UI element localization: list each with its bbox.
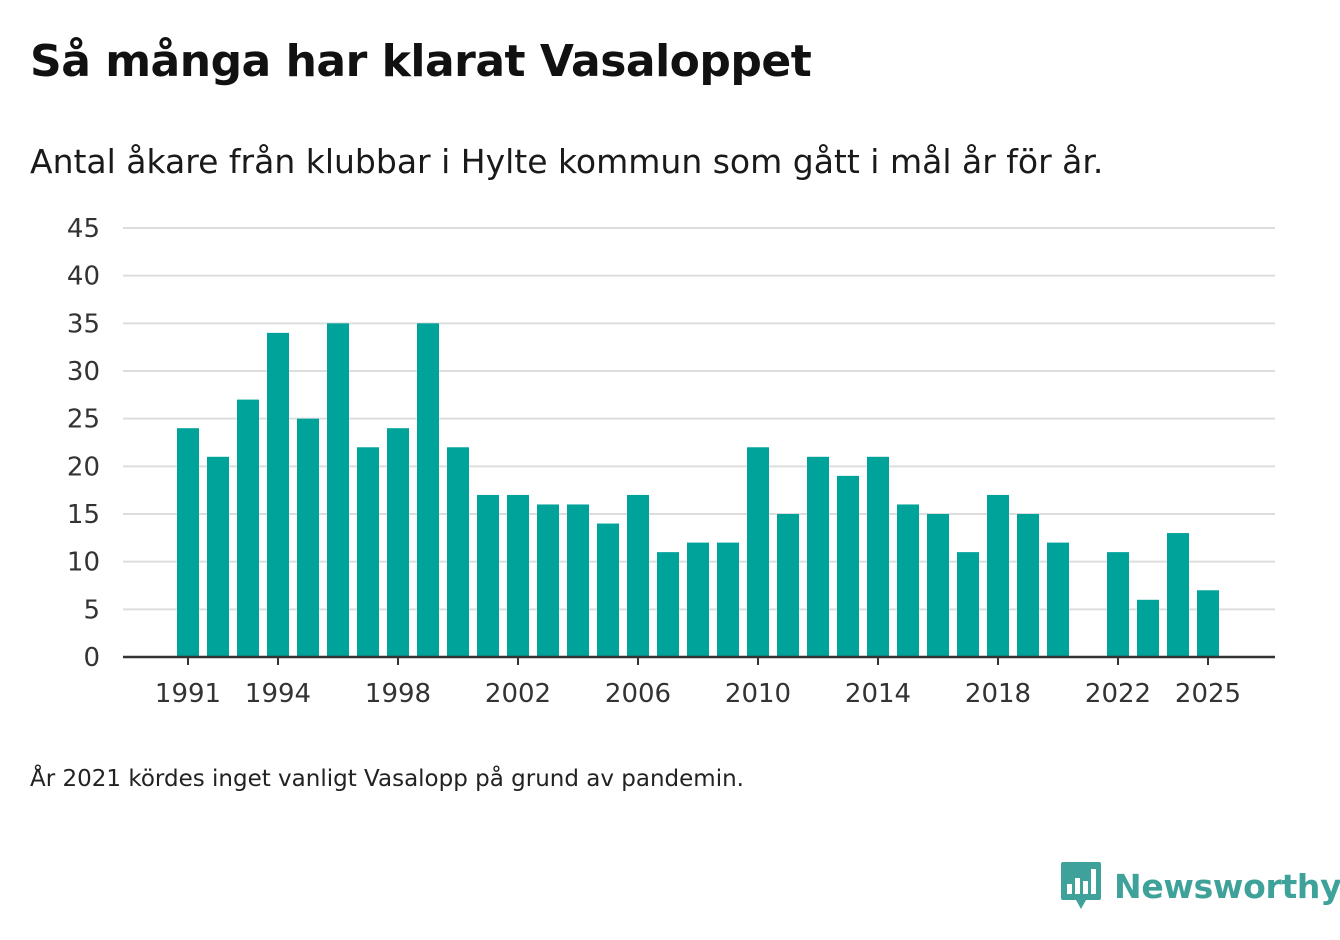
bar-1994 xyxy=(267,332,289,657)
x-tick-label-2002: 2002 xyxy=(485,679,551,709)
bar-2012 xyxy=(807,456,829,657)
x-tick-label-1991: 1991 xyxy=(155,679,221,709)
y-tick-label-20: 20 xyxy=(67,452,100,482)
bar-2005 xyxy=(597,523,619,657)
bar-2003 xyxy=(537,504,559,657)
bar-2008 xyxy=(687,542,709,657)
y-tick-label-35: 35 xyxy=(67,309,100,339)
bar-2020 xyxy=(1047,542,1069,657)
y-axis: 0 5 10 15 20 25 30 35 40 45 xyxy=(67,214,100,673)
bar-1997 xyxy=(357,447,379,657)
bar-2013 xyxy=(837,475,859,657)
y-tick-label-5: 5 xyxy=(83,595,100,625)
bar-1991 xyxy=(177,428,199,657)
newsworthy-logo-icon xyxy=(1061,862,1101,909)
bar-2009 xyxy=(717,542,739,657)
x-tick-label-2022: 2022 xyxy=(1085,679,1151,709)
bar-2000 xyxy=(447,447,469,657)
y-tick-label-0: 0 xyxy=(83,643,100,673)
bar-2015 xyxy=(897,504,919,657)
chart-subtitle: Antal åkare från klubbar i Hylte kommun … xyxy=(30,142,1104,181)
y-tick-label-25: 25 xyxy=(67,405,100,435)
bar-2001 xyxy=(477,494,499,657)
x-tick-label-2010: 2010 xyxy=(725,679,791,709)
y-tick-label-40: 40 xyxy=(67,262,100,292)
bar-2017 xyxy=(957,552,979,657)
x-axis: 1991 1994 1998 2002 2006 2010 2014 2018 2022 2025 xyxy=(123,655,1275,709)
bar-1995 xyxy=(297,418,319,657)
bar-2014 xyxy=(867,456,889,657)
brand-logo: Newsworthy xyxy=(1060,858,1340,914)
x-tick-label-1994: 1994 xyxy=(245,679,311,709)
bar-2024 xyxy=(1167,533,1189,657)
bar-2004 xyxy=(567,504,589,657)
footnote: År 2021 kördes inget vanligt Vasalopp på… xyxy=(30,766,744,792)
x-tick-label-2014: 2014 xyxy=(845,679,911,709)
x-tick-label-2018: 2018 xyxy=(965,679,1031,709)
chart-title: Så många har klarat Vasaloppet xyxy=(30,36,812,87)
bar-2011 xyxy=(777,514,799,657)
bar-1999 xyxy=(417,323,439,657)
bar-1992 xyxy=(207,456,229,657)
bar-2007 xyxy=(657,552,679,657)
x-tick-label-2025: 2025 xyxy=(1175,679,1241,709)
bar-1996 xyxy=(327,323,349,657)
y-tick-label-30: 30 xyxy=(67,357,100,387)
bar-2010 xyxy=(747,447,769,657)
y-tick-label-15: 15 xyxy=(67,500,100,530)
bar-1993 xyxy=(237,399,259,657)
bar-2002 xyxy=(507,494,529,657)
bar-2019 xyxy=(1017,514,1039,657)
bar-2016 xyxy=(927,514,949,657)
bar-1998 xyxy=(387,428,409,657)
y-tick-label-45: 45 xyxy=(67,214,100,244)
x-tick-label-2006: 2006 xyxy=(605,679,671,709)
bar-2006 xyxy=(627,494,649,657)
bars xyxy=(177,323,1219,657)
y-tick-label-10: 10 xyxy=(67,548,100,578)
bar-2022 xyxy=(1107,552,1129,657)
x-tick-label-1998: 1998 xyxy=(365,679,431,709)
brand-name: Newsworthy xyxy=(1114,866,1340,906)
bar-2018 xyxy=(987,494,1009,657)
bar-2023 xyxy=(1137,599,1159,657)
bar-2025 xyxy=(1197,590,1219,657)
